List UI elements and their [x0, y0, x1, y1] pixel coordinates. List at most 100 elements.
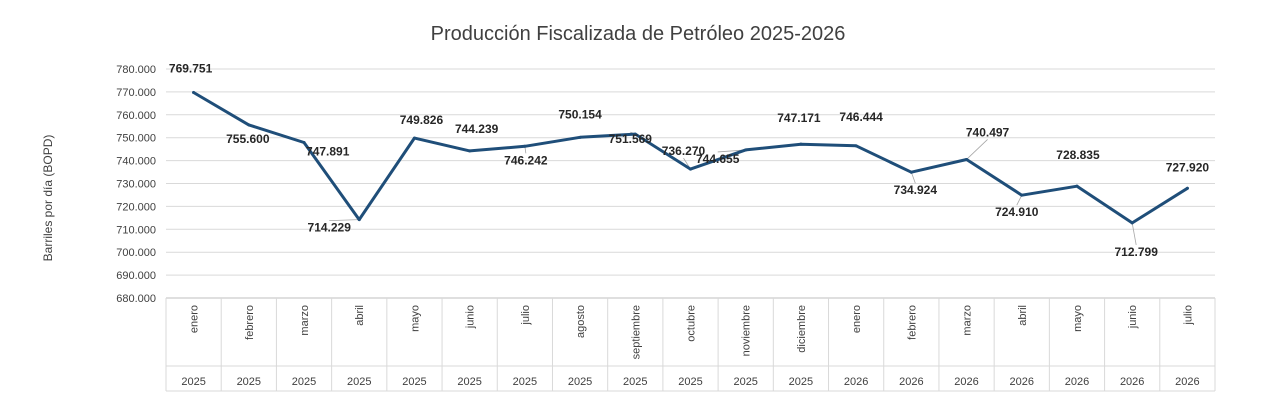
x-tick-label-year: 2025	[623, 376, 647, 388]
data-label: 751.569	[609, 132, 653, 146]
data-point	[523, 144, 527, 148]
data-labels: 769.751 755.600 747.891 714.229 749.826 744.2…	[169, 61, 1209, 258]
x-tick-label-year: 2025	[457, 376, 481, 388]
y-tick-label: 780.000	[116, 64, 156, 76]
data-point	[799, 142, 803, 146]
data-label: 744.239	[455, 122, 499, 136]
data-label: 744.655	[696, 152, 740, 166]
y-tick-label: 690.000	[116, 270, 156, 282]
x-tick-label-year: 2026	[899, 376, 923, 388]
x-tick-label-year: 2026	[1175, 376, 1199, 388]
y-tick-label: 720.000	[116, 201, 156, 213]
data-point	[744, 148, 748, 152]
data-point	[854, 144, 858, 148]
x-tick-label-year: 2025	[568, 376, 592, 388]
data-label: 734.924	[894, 183, 938, 197]
x-tick-label-month: junio	[465, 305, 477, 329]
label-leader-line	[329, 219, 360, 222]
x-tick-label-month: abril	[1017, 305, 1029, 326]
x-tick-label-month: abril	[354, 305, 366, 326]
x-tick-label-month: junio	[1127, 305, 1139, 329]
x-tick-label-month: diciembre	[796, 305, 808, 353]
x-tick-label-month: febrero	[906, 305, 918, 340]
y-tick-label: 730.000	[116, 179, 156, 191]
y-tick-label: 700.000	[116, 247, 156, 259]
data-label: 728.835	[1056, 148, 1100, 162]
data-label: 724.910	[995, 205, 1039, 219]
y-axis-ticks: 680.000 690.000 700.000 710.000 720.000 730.0…	[116, 64, 156, 305]
x-tick-label-month: noviembre	[741, 305, 753, 356]
data-point	[192, 90, 196, 94]
data-label: 740.497	[966, 125, 1010, 139]
y-tick-label: 740.000	[116, 156, 156, 168]
x-tick-label-month: marzo	[299, 305, 311, 336]
x-tick-label-month: enero	[189, 305, 201, 333]
data-label: 736.270	[662, 144, 706, 158]
x-tick-label-month: julio	[520, 305, 532, 326]
x-tick-label-year: 2026	[954, 376, 978, 388]
y-tick-label: 680.000	[116, 293, 156, 305]
data-label: 747.171	[777, 111, 821, 125]
x-tick-label-month: octubre	[686, 305, 698, 342]
data-point	[468, 149, 472, 153]
y-tick-label: 750.000	[116, 133, 156, 145]
data-point	[1075, 184, 1079, 188]
x-tick-label-month: marzo	[962, 305, 974, 336]
data-point	[247, 123, 251, 127]
data-point	[1130, 221, 1134, 225]
x-tick-label-year: 2026	[1065, 376, 1089, 388]
data-label: 755.600	[226, 132, 270, 146]
series-line	[192, 90, 1189, 225]
x-tick-label-year: 2025	[292, 376, 316, 388]
y-tick-label: 760.000	[116, 110, 156, 122]
label-leaders	[303, 131, 1137, 245]
x-tick-label-year: 2025	[347, 376, 371, 388]
x-tick-label-month: enero	[851, 305, 863, 333]
x-tick-label-year: 2025	[237, 376, 261, 388]
chart-title: Producción Fiscalizada de Petróleo 2025-…	[431, 23, 846, 45]
y-tick-label: 770.000	[116, 87, 156, 99]
x-tick-label-year: 2025	[402, 376, 426, 388]
data-point	[1185, 186, 1189, 190]
data-label: 712.799	[1114, 245, 1158, 259]
data-label: 769.751	[169, 61, 213, 75]
x-tick-label-month: mayo	[1072, 305, 1084, 332]
x-tick-label-year: 2025	[181, 376, 205, 388]
x-tick-label-month: mayo	[409, 305, 421, 332]
x-tick-label-year: 2025	[733, 376, 757, 388]
data-label: 746.242	[504, 153, 548, 167]
data-point	[689, 167, 692, 171]
data-label: 750.154	[558, 107, 602, 121]
x-tick-label-year: 2025	[513, 376, 537, 388]
data-label: 714.229	[308, 221, 352, 235]
data-point	[578, 135, 582, 139]
data-label: 749.826	[400, 113, 444, 127]
category-axis: enero 2025 febrero 2025 marzo 2025 abril 2025 ma…	[165, 298, 1216, 392]
data-point	[633, 132, 637, 136]
x-tick-label-year: 2025	[789, 376, 813, 388]
x-tick-label-month: agosto	[575, 305, 587, 338]
data-label: 747.891	[306, 145, 350, 159]
data-point	[1020, 193, 1024, 197]
data-point	[965, 157, 969, 161]
gridlines	[166, 68, 1215, 299]
label-leader-line	[910, 172, 916, 184]
x-tick-label-year: 2026	[1120, 376, 1144, 388]
data-label: 746.444	[839, 110, 883, 124]
x-tick-label-year: 2026	[844, 376, 868, 388]
label-leader-line	[1131, 222, 1137, 245]
x-tick-label-month: febrero	[244, 305, 256, 340]
data-label: 727.920	[1166, 160, 1210, 174]
data-point	[412, 136, 416, 140]
x-tick-label-month: septiembre	[630, 305, 642, 359]
label-leader-line	[966, 139, 988, 160]
x-tick-label-year: 2026	[1010, 376, 1034, 388]
data-point	[909, 170, 913, 174]
x-tick-label-year: 2025	[678, 376, 702, 388]
label-leader-line	[1016, 194, 1023, 206]
data-point	[302, 141, 306, 145]
y-tick-label: 710.000	[116, 224, 156, 236]
y-axis-label: Barriles por día (BOPD)	[41, 135, 55, 262]
